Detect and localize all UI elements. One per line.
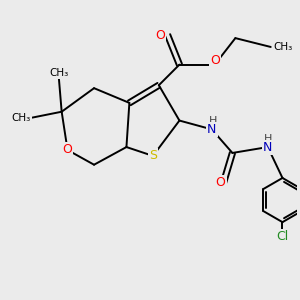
Text: CH₃: CH₃ [49,68,68,78]
Text: O: O [216,176,226,189]
Text: H: H [209,116,218,126]
Text: O: O [155,29,165,42]
Text: N: N [207,123,217,136]
Text: CH₃: CH₃ [274,42,293,52]
Text: O: O [63,143,73,157]
Text: N: N [263,141,272,154]
Text: Cl: Cl [276,230,289,243]
Text: O: O [210,54,220,67]
Text: CH₃: CH₃ [11,112,31,123]
Text: H: H [264,134,272,144]
Text: S: S [149,149,157,162]
